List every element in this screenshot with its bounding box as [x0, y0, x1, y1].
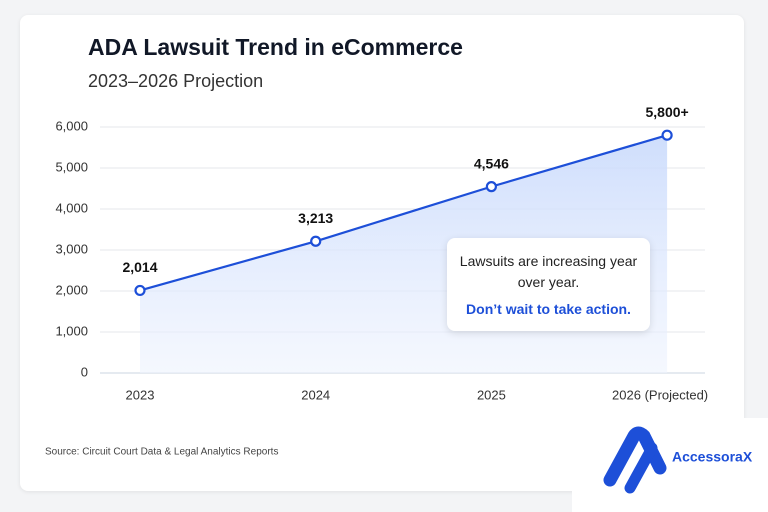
x-tick-label: 2023: [126, 387, 155, 402]
y-tick-label: 4,000: [55, 200, 88, 215]
chart-subtitle: 2023–2026 Projection: [88, 71, 263, 91]
source: Source: Circuit Court Data & Legal Analy…: [45, 447, 278, 458]
chart-title: ADA Lawsuit Trend in eCommerce: [88, 34, 463, 60]
point: [134, 284, 146, 297]
y-tick-label: 0: [81, 364, 88, 379]
point: [661, 129, 673, 141]
brand: AccessoraX: [672, 449, 753, 465]
logo-mark: [603, 426, 667, 487]
logo-mark: [624, 442, 658, 494]
x-tick-label: 2026 (Projected): [612, 387, 708, 402]
value-label: 5,800+: [645, 104, 688, 120]
annotation-cta: Don’t wait to take action.: [466, 301, 631, 317]
y-tick-label: 2,000: [55, 282, 88, 297]
value-label: 2,014: [122, 259, 157, 275]
y-tick-label: 6,000: [55, 118, 88, 133]
logo-area: AccessoraX: [572, 418, 768, 512]
x-tick-label: 2024: [301, 387, 330, 402]
annotation: Lawsuits are increasing year over year. …: [447, 238, 650, 331]
point: [485, 181, 497, 193]
line: [139, 134, 668, 292]
x-tick-label: 2025: [477, 387, 506, 402]
y-tick-label: 3,000: [55, 241, 88, 256]
logo: AccessoraX: [603, 426, 753, 494]
value-label: 4,546: [474, 155, 509, 171]
value-label: 3,213: [298, 210, 333, 226]
annotation-text: Lawsuits are increasing year over year.: [459, 253, 638, 290]
y-tick-label: 1,000: [55, 323, 88, 338]
point: [310, 235, 322, 247]
y-tick-label: 5,000: [55, 159, 88, 174]
